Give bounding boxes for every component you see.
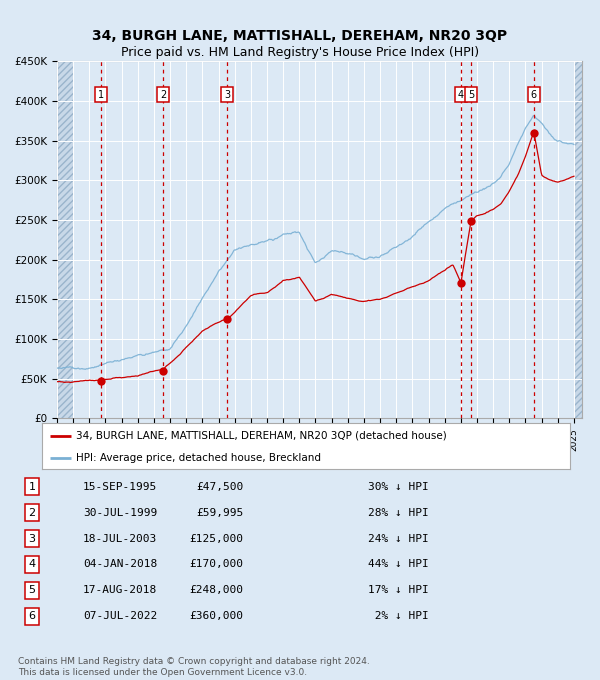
Text: 30% ↓ HPI: 30% ↓ HPI bbox=[368, 482, 428, 492]
Text: 34, BURGH LANE, MATTISHALL, DEREHAM, NR20 3QP (detached house): 34, BURGH LANE, MATTISHALL, DEREHAM, NR2… bbox=[76, 431, 447, 441]
Text: £170,000: £170,000 bbox=[190, 560, 244, 569]
Text: 1: 1 bbox=[98, 90, 104, 99]
Text: 17-AUG-2018: 17-AUG-2018 bbox=[83, 585, 157, 595]
Text: 2% ↓ HPI: 2% ↓ HPI bbox=[368, 611, 428, 621]
Text: 24% ↓ HPI: 24% ↓ HPI bbox=[368, 534, 428, 543]
Text: 1: 1 bbox=[29, 482, 35, 492]
Text: 3: 3 bbox=[29, 534, 35, 543]
Text: 18-JUL-2003: 18-JUL-2003 bbox=[83, 534, 157, 543]
Text: 3: 3 bbox=[224, 90, 230, 99]
Text: 4: 4 bbox=[29, 560, 35, 569]
Text: 34, BURGH LANE, MATTISHALL, DEREHAM, NR20 3QP: 34, BURGH LANE, MATTISHALL, DEREHAM, NR2… bbox=[92, 29, 508, 43]
Text: HPI: Average price, detached house, Breckland: HPI: Average price, detached house, Brec… bbox=[76, 453, 322, 462]
Text: 07-JUL-2022: 07-JUL-2022 bbox=[83, 611, 157, 621]
Text: £360,000: £360,000 bbox=[190, 611, 244, 621]
Text: 04-JAN-2018: 04-JAN-2018 bbox=[83, 560, 157, 569]
Bar bbox=[574, 61, 582, 418]
Text: 30-JUL-1999: 30-JUL-1999 bbox=[83, 508, 157, 517]
Text: 44% ↓ HPI: 44% ↓ HPI bbox=[368, 560, 428, 569]
Text: 5: 5 bbox=[468, 90, 474, 99]
Text: 17% ↓ HPI: 17% ↓ HPI bbox=[368, 585, 428, 595]
Text: £125,000: £125,000 bbox=[190, 534, 244, 543]
Text: £59,995: £59,995 bbox=[196, 508, 244, 517]
Text: £47,500: £47,500 bbox=[196, 482, 244, 492]
Text: Price paid vs. HM Land Registry's House Price Index (HPI): Price paid vs. HM Land Registry's House … bbox=[121, 46, 479, 58]
Bar bbox=[57, 61, 73, 418]
Text: Contains HM Land Registry data © Crown copyright and database right 2024.
This d: Contains HM Land Registry data © Crown c… bbox=[18, 657, 370, 677]
Text: 6: 6 bbox=[29, 611, 35, 621]
Text: 2: 2 bbox=[29, 508, 35, 517]
Text: 4: 4 bbox=[458, 90, 464, 99]
Text: 5: 5 bbox=[29, 585, 35, 595]
Text: 15-SEP-1995: 15-SEP-1995 bbox=[83, 482, 157, 492]
Text: £248,000: £248,000 bbox=[190, 585, 244, 595]
Text: 28% ↓ HPI: 28% ↓ HPI bbox=[368, 508, 428, 517]
Text: 2: 2 bbox=[160, 90, 166, 99]
Text: 6: 6 bbox=[531, 90, 537, 99]
